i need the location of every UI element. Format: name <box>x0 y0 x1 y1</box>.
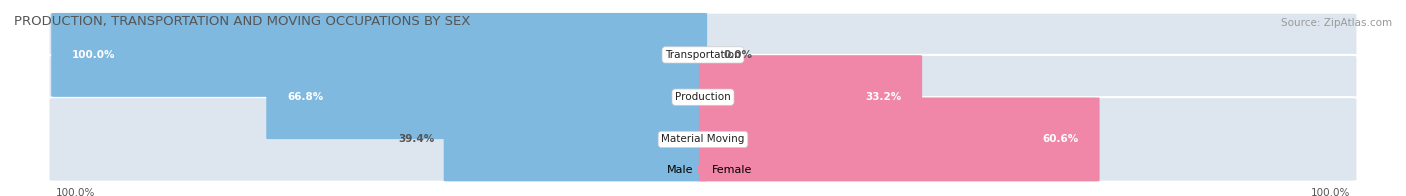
Text: 39.4%: 39.4% <box>398 134 434 144</box>
Text: 66.8%: 66.8% <box>287 92 323 102</box>
Text: 100.0%: 100.0% <box>1312 189 1351 196</box>
FancyBboxPatch shape <box>48 13 1358 97</box>
Text: 100.0%: 100.0% <box>72 50 115 60</box>
Text: Production: Production <box>675 92 731 102</box>
FancyBboxPatch shape <box>266 55 707 139</box>
Text: 0.0%: 0.0% <box>724 50 752 60</box>
Text: PRODUCTION, TRANSPORTATION AND MOVING OCCUPATIONS BY SEX: PRODUCTION, TRANSPORTATION AND MOVING OC… <box>14 15 471 28</box>
Text: 33.2%: 33.2% <box>865 92 901 102</box>
FancyBboxPatch shape <box>444 97 707 181</box>
FancyBboxPatch shape <box>51 13 707 97</box>
Text: Transportation: Transportation <box>665 50 741 60</box>
Text: Source: ZipAtlas.com: Source: ZipAtlas.com <box>1281 18 1392 28</box>
Legend: Male, Female: Male, Female <box>650 161 756 180</box>
Text: Material Moving: Material Moving <box>661 134 745 144</box>
FancyBboxPatch shape <box>48 55 1358 139</box>
FancyBboxPatch shape <box>699 55 922 139</box>
Text: 100.0%: 100.0% <box>55 189 94 196</box>
FancyBboxPatch shape <box>48 97 1358 182</box>
FancyBboxPatch shape <box>699 97 1099 181</box>
Text: 60.6%: 60.6% <box>1043 134 1078 144</box>
